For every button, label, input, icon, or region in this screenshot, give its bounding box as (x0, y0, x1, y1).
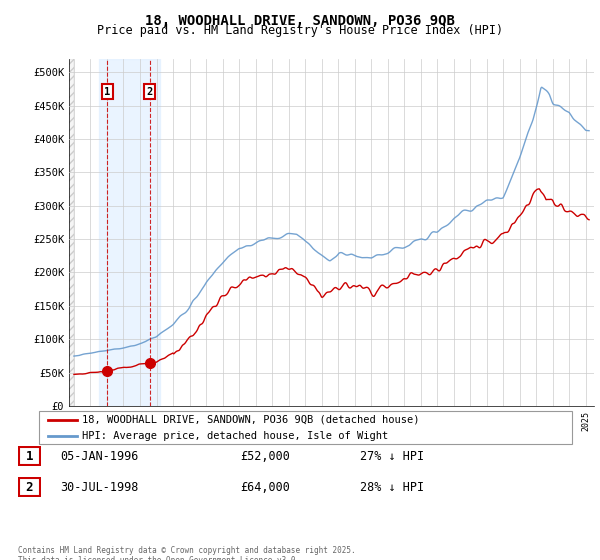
Text: 1: 1 (26, 450, 33, 463)
Bar (69, 59, 74, 406)
Text: 18, WOODHALL DRIVE, SANDOWN, PO36 9QB (detached house): 18, WOODHALL DRIVE, SANDOWN, PO36 9QB (d… (82, 415, 419, 425)
FancyBboxPatch shape (39, 412, 572, 444)
Text: £64,000: £64,000 (240, 480, 290, 494)
Text: 05-JAN-1996: 05-JAN-1996 (60, 450, 139, 463)
Text: 30-JUL-1998: 30-JUL-1998 (60, 480, 139, 494)
Text: 2: 2 (146, 87, 152, 97)
Text: 1: 1 (104, 87, 110, 97)
Text: 18, WOODHALL DRIVE, SANDOWN, PO36 9QB: 18, WOODHALL DRIVE, SANDOWN, PO36 9QB (145, 14, 455, 28)
Bar (99, 59, 160, 406)
Text: 28% ↓ HPI: 28% ↓ HPI (360, 480, 424, 494)
Text: HPI: Average price, detached house, Isle of Wight: HPI: Average price, detached house, Isle… (82, 431, 388, 441)
Bar (69, 59, 74, 406)
FancyBboxPatch shape (19, 478, 40, 496)
Text: Price paid vs. HM Land Registry's House Price Index (HPI): Price paid vs. HM Land Registry's House … (97, 24, 503, 36)
Text: 27% ↓ HPI: 27% ↓ HPI (360, 450, 424, 463)
Text: 2: 2 (26, 480, 33, 494)
Text: £52,000: £52,000 (240, 450, 290, 463)
FancyBboxPatch shape (19, 447, 40, 465)
Text: Contains HM Land Registry data © Crown copyright and database right 2025.
This d: Contains HM Land Registry data © Crown c… (18, 546, 356, 560)
